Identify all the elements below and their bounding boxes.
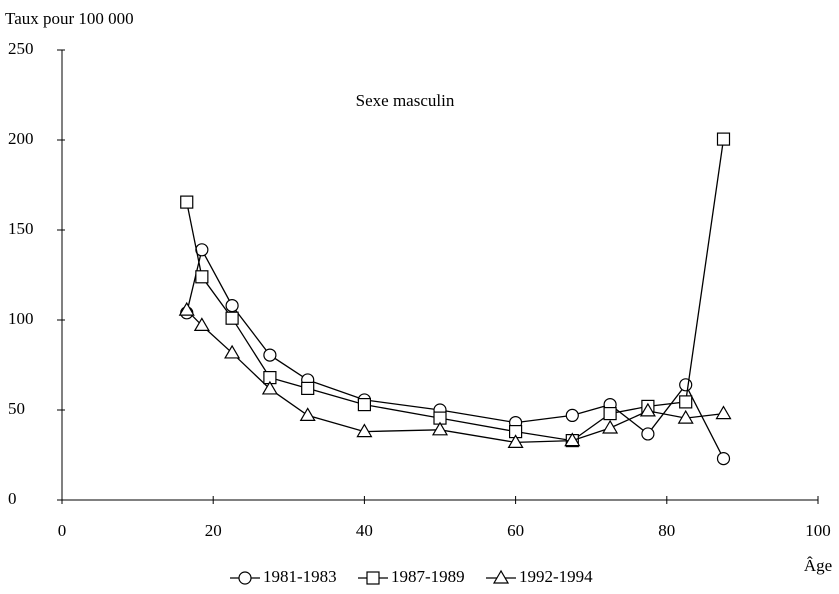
data-point	[261, 380, 278, 395]
data-point	[193, 317, 210, 331]
x-tick-label: 100	[805, 521, 831, 540]
series-line	[186, 139, 725, 442]
data-point	[677, 409, 694, 424]
legend-label: 1981-1983	[263, 567, 337, 586]
data-point	[565, 408, 579, 422]
data-point	[431, 421, 449, 436]
data-point	[195, 270, 209, 284]
x-tick-label: 60	[507, 521, 524, 540]
data-point	[263, 348, 277, 362]
y-tick-label: 250	[8, 39, 34, 58]
x-axis-label: Âge	[804, 556, 832, 575]
x-tick-label: 0	[58, 521, 67, 540]
data-point	[225, 311, 239, 325]
data-point	[564, 432, 581, 447]
data-point	[716, 452, 731, 466]
data-point	[357, 398, 371, 412]
data-point	[507, 434, 524, 448]
data-point	[603, 407, 617, 421]
data-point	[356, 423, 373, 438]
legend-marker	[366, 571, 380, 585]
data-point	[299, 407, 316, 421]
data-point	[641, 427, 655, 441]
chart-title: Sexe masculin	[356, 91, 455, 110]
data-point	[178, 301, 195, 316]
legend-label: 1987-1989	[391, 567, 465, 586]
y-tick-label: 150	[8, 219, 34, 238]
y-axis-label: Taux pour 100 000	[5, 9, 134, 28]
data-point	[602, 419, 619, 434]
data-point	[301, 381, 315, 395]
data-point	[180, 195, 194, 209]
legend-marker	[238, 571, 252, 585]
y-tick-label: 100	[8, 309, 34, 328]
y-tick-label: 0	[8, 489, 17, 508]
data-point	[224, 344, 241, 359]
legend-marker	[492, 569, 510, 584]
x-tick-label: 20	[205, 521, 222, 540]
data-point	[639, 402, 656, 417]
legend-label: 1992-1994	[519, 567, 593, 586]
data-point	[225, 299, 239, 313]
x-tick-label: 40	[356, 521, 373, 540]
data-point	[679, 395, 693, 409]
data-point	[716, 132, 731, 146]
data-point	[715, 405, 732, 420]
y-tick-label: 50	[8, 399, 25, 418]
data-point	[679, 378, 693, 392]
y-tick-label: 200	[8, 129, 34, 148]
x-tick-label: 80	[658, 521, 675, 540]
